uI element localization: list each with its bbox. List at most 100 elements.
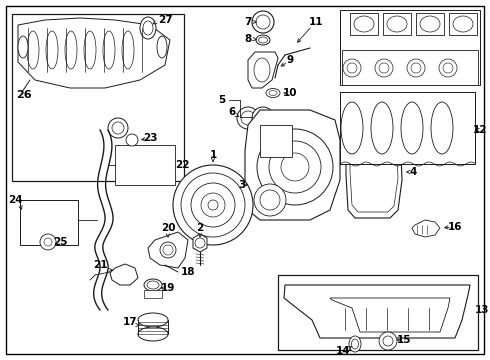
Bar (144, 290, 162, 298)
Circle shape (126, 134, 138, 146)
Bar (342, 50, 478, 85)
Bar (115, 145, 175, 185)
Bar (12, 14, 184, 181)
Polygon shape (248, 52, 278, 88)
Text: 2: 2 (196, 223, 204, 233)
Circle shape (252, 107, 274, 129)
Ellipse shape (453, 16, 473, 32)
Text: 5: 5 (219, 95, 225, 105)
Ellipse shape (103, 31, 115, 69)
Ellipse shape (431, 102, 453, 154)
Bar (20, 200, 78, 245)
Text: 14: 14 (336, 346, 350, 356)
Ellipse shape (138, 313, 168, 327)
Polygon shape (330, 298, 450, 332)
Ellipse shape (269, 90, 277, 95)
Circle shape (252, 11, 274, 33)
Bar (340, 10, 480, 85)
Circle shape (173, 165, 253, 245)
Bar (260, 125, 292, 157)
Ellipse shape (371, 102, 393, 154)
Ellipse shape (18, 36, 28, 58)
Text: 16: 16 (448, 222, 462, 232)
Ellipse shape (122, 31, 134, 69)
Ellipse shape (354, 16, 374, 32)
Polygon shape (18, 18, 170, 88)
Ellipse shape (254, 58, 270, 82)
Ellipse shape (349, 336, 361, 352)
Circle shape (256, 15, 270, 29)
Circle shape (44, 238, 52, 246)
Circle shape (241, 111, 255, 125)
Text: 7: 7 (245, 17, 252, 27)
Ellipse shape (140, 17, 156, 39)
Text: 21: 21 (93, 260, 107, 270)
Text: 27: 27 (158, 15, 172, 25)
Ellipse shape (379, 63, 389, 73)
Circle shape (254, 184, 286, 216)
Ellipse shape (144, 279, 162, 291)
Circle shape (108, 118, 128, 138)
Ellipse shape (84, 31, 96, 69)
Ellipse shape (147, 281, 159, 289)
Polygon shape (350, 124, 398, 212)
Circle shape (181, 173, 245, 237)
Circle shape (208, 200, 218, 210)
Bar (449, 13, 477, 35)
Bar (350, 13, 378, 35)
Ellipse shape (266, 89, 280, 98)
Polygon shape (245, 110, 340, 220)
Ellipse shape (256, 35, 270, 45)
Text: 6: 6 (228, 107, 236, 117)
Polygon shape (346, 118, 402, 218)
Text: 13: 13 (475, 305, 489, 315)
Text: 25: 25 (53, 237, 67, 247)
Circle shape (383, 336, 393, 346)
Text: 19: 19 (161, 283, 175, 293)
Ellipse shape (407, 59, 425, 77)
Ellipse shape (347, 63, 357, 73)
Ellipse shape (343, 59, 361, 77)
Polygon shape (193, 234, 207, 252)
Bar (383, 13, 411, 35)
Bar (416, 13, 444, 35)
Ellipse shape (351, 339, 359, 349)
Text: 11: 11 (309, 17, 323, 27)
Polygon shape (284, 285, 470, 338)
Circle shape (281, 153, 309, 181)
Circle shape (201, 193, 225, 217)
Bar (340, 92, 475, 164)
Circle shape (112, 122, 124, 134)
Text: 15: 15 (397, 335, 411, 345)
Ellipse shape (138, 327, 168, 341)
Ellipse shape (387, 16, 407, 32)
Ellipse shape (27, 31, 39, 69)
Text: 17: 17 (122, 317, 137, 327)
Ellipse shape (375, 59, 393, 77)
Polygon shape (148, 232, 188, 268)
Circle shape (379, 332, 397, 350)
Text: 20: 20 (161, 223, 175, 233)
Ellipse shape (65, 31, 77, 69)
Text: 9: 9 (287, 55, 294, 65)
Ellipse shape (420, 16, 440, 32)
Text: 1: 1 (209, 150, 217, 160)
Text: 12: 12 (473, 125, 487, 135)
Circle shape (256, 111, 270, 125)
Text: 10: 10 (283, 88, 297, 98)
Circle shape (191, 183, 235, 227)
Circle shape (160, 242, 176, 258)
Bar (278, 275, 478, 350)
Text: 8: 8 (245, 34, 252, 44)
Circle shape (269, 141, 321, 193)
Text: 23: 23 (143, 133, 157, 143)
Ellipse shape (411, 63, 421, 73)
Polygon shape (110, 264, 138, 285)
Circle shape (257, 129, 333, 205)
Polygon shape (412, 220, 440, 237)
Circle shape (260, 190, 280, 210)
Text: 3: 3 (238, 180, 245, 190)
Text: 24: 24 (8, 195, 23, 205)
Circle shape (237, 107, 259, 129)
Text: 4: 4 (409, 167, 416, 177)
